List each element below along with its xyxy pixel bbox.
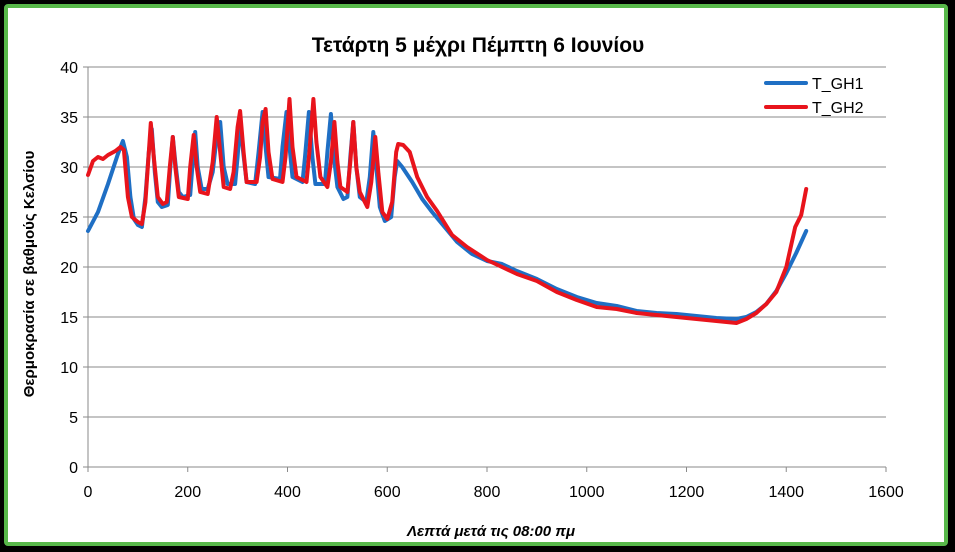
y-tick-label: 40	[60, 60, 78, 77]
x-tick-label: 0	[84, 484, 93, 501]
x-tick-label: 1400	[768, 484, 804, 501]
y-tick-label: 5	[69, 410, 78, 427]
x-tick-labels: 0 200 400 600 800 1000 1200 1400 1600	[84, 484, 904, 501]
legend: T_GH1 T_GH2	[764, 76, 864, 117]
x-tick-label: 600	[374, 484, 401, 501]
series-line-t-gh2	[86, 97, 809, 325]
y-tick-label: 0	[69, 460, 78, 477]
line-chart: Τετάρτη 5 μέχρι Πέμπτη 6 Ιουνίου 0 5 10 15 2…	[21, 34, 904, 540]
x-tick-label: 400	[274, 484, 301, 501]
chart-panel: Τετάρτη 5 μέχρι Πέμπτη 6 Ιουνίου 0 5 10 15 2…	[4, 4, 948, 546]
x-tick-label: 800	[474, 484, 501, 501]
legend-label: T_GH1	[812, 76, 864, 93]
x-axis-label: Λεπτά μετά τις 08:00 πμ	[406, 523, 575, 540]
series-lines	[86, 97, 809, 325]
x-tick-label: 1600	[868, 484, 904, 501]
grid-lines	[88, 66, 886, 418]
y-tick-label: 20	[60, 260, 78, 277]
y-tick-label: 10	[60, 360, 78, 377]
axes	[83, 66, 887, 472]
y-tick-label: 25	[60, 210, 78, 227]
legend-label: T_GH2	[812, 100, 864, 117]
x-tick-label: 200	[174, 484, 201, 501]
x-tick-label: 1200	[669, 484, 705, 501]
y-tick-labels: 0 5 10 15 20 25 30 35 40	[60, 60, 78, 477]
chart-title: Τετάρτη 5 μέχρι Πέμπτη 6 Ιουνίου	[312, 34, 645, 57]
y-tick-label: 15	[60, 310, 78, 327]
y-axis-label: Θερμοκρασία σε βαθμούς Κελσίου	[21, 150, 38, 397]
y-tick-label: 30	[60, 160, 78, 177]
x-tick-label: 1000	[569, 484, 605, 501]
y-tick-label: 35	[60, 110, 78, 127]
